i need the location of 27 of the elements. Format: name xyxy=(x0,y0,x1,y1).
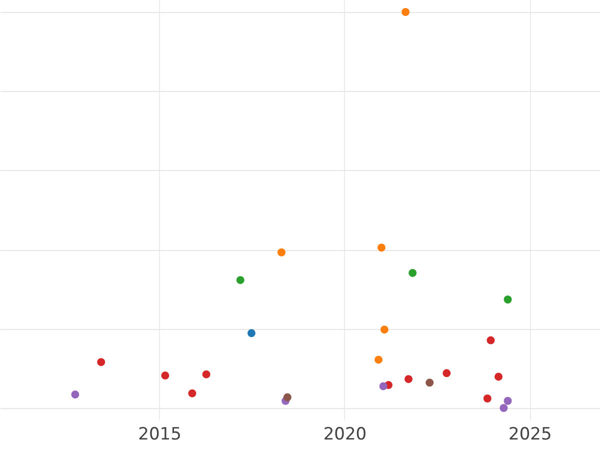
point xyxy=(283,393,292,402)
point xyxy=(202,370,210,378)
x-tick-label: 2015 xyxy=(138,424,182,444)
point xyxy=(404,375,413,384)
point xyxy=(426,378,434,387)
point xyxy=(380,326,388,334)
point xyxy=(97,358,106,366)
point xyxy=(377,244,386,252)
point xyxy=(500,404,508,412)
point xyxy=(188,389,196,398)
point xyxy=(402,8,410,16)
point xyxy=(494,372,503,381)
point xyxy=(71,390,80,399)
point xyxy=(504,296,512,304)
point xyxy=(236,276,244,284)
point xyxy=(408,268,417,277)
point xyxy=(374,356,383,364)
point xyxy=(486,336,495,344)
x-tick-label: 2020 xyxy=(323,424,367,444)
point xyxy=(504,396,512,405)
point xyxy=(277,248,286,256)
point xyxy=(379,382,388,390)
point xyxy=(247,329,256,338)
point xyxy=(483,394,492,402)
point xyxy=(161,372,170,380)
point xyxy=(442,369,451,378)
x-tick-label: 2025 xyxy=(508,424,552,444)
